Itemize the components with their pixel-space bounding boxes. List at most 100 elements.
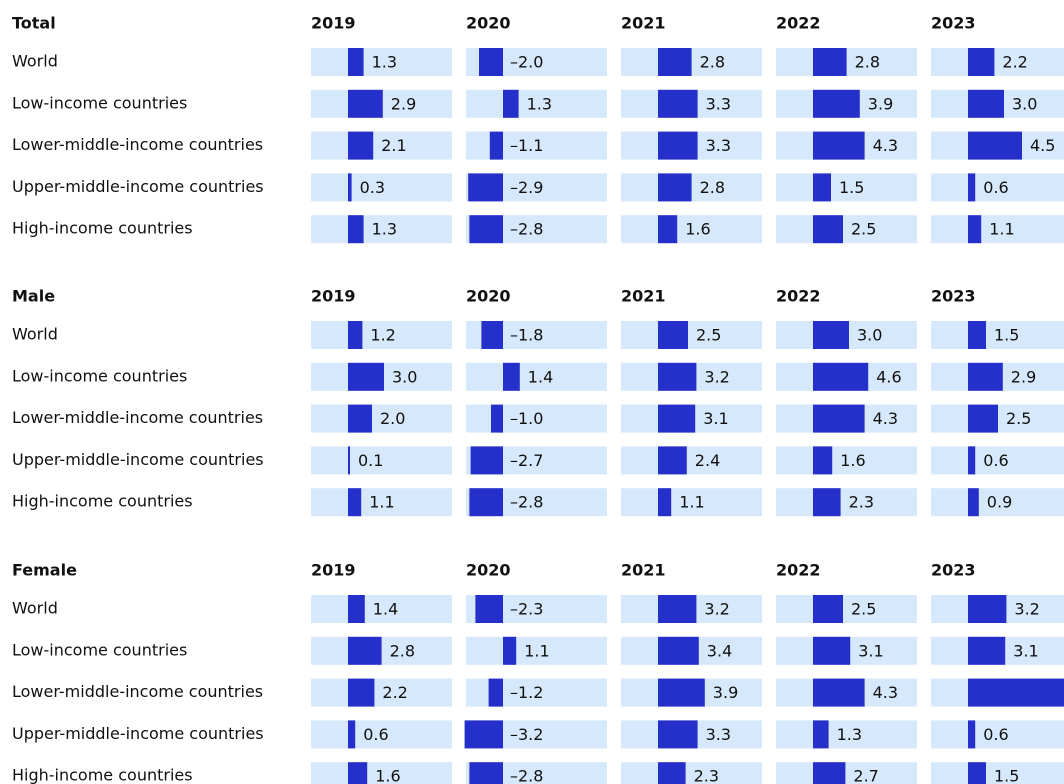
column-header: 2019 [311,287,356,306]
cell-background [311,48,452,76]
bar [658,488,672,517]
bar [658,173,692,202]
bar [348,762,368,784]
bar [658,678,705,707]
row-label: Low-income countries [12,366,187,385]
bar [468,173,503,202]
bar [348,636,382,665]
bar [813,636,851,665]
bar [658,131,698,160]
value-label: –1.8 [510,326,543,345]
row-label: World [12,52,58,71]
bar [658,595,697,623]
cell-background [931,720,1064,749]
bar [469,215,503,244]
value-label: 1.6 [840,451,865,470]
row-label: Low-income countries [12,640,187,659]
bar [503,636,517,665]
column-header: 2020 [466,561,511,580]
cell-background [931,48,1064,76]
value-label: –3.2 [510,725,543,744]
bar [348,48,364,76]
bar [813,488,841,517]
row-label: Upper-middle-income countries [12,450,264,469]
value-label: –2.8 [510,220,543,239]
cell-background [311,720,452,749]
bar [968,678,1064,707]
value-label: –1.2 [510,683,543,702]
bar [813,131,865,160]
value-label: 1.4 [528,367,553,386]
bar [813,595,843,623]
bar [968,48,995,76]
row-label: High-income countries [12,766,193,784]
cell-background [466,362,607,391]
value-label: 4.3 [873,683,898,702]
value-label: 3.1 [1013,641,1038,660]
row-label: High-income countries [12,219,193,238]
cell-background [776,595,917,623]
cell-background [776,215,917,244]
bar [481,321,503,349]
cell-background [466,636,607,665]
value-label: 1.5 [839,178,864,197]
value-label: 2.1 [381,136,406,155]
value-label: 3.1 [858,641,883,660]
value-label: 1.1 [989,220,1014,239]
value-label: 2.5 [851,220,876,239]
cell-background [931,446,1064,475]
value-label: 0.6 [983,725,1008,744]
value-label: 3.9 [868,94,893,113]
value-label: 1.5 [994,326,1019,345]
value-label: 2.5 [696,326,721,345]
bar [464,720,503,749]
bar [813,173,831,202]
cell-background [311,215,452,244]
value-label: 1.1 [524,641,549,660]
bar [813,678,865,707]
column-header: 2021 [621,14,666,33]
column-header: 2019 [311,14,356,33]
value-label: 1.3 [372,220,397,239]
cell-background [311,321,452,349]
column-header: 2023 [931,14,976,33]
cell-background [621,488,762,517]
value-label: 1.1 [369,493,394,512]
bar [475,595,503,623]
cell-background [621,321,762,349]
value-label: 1.6 [685,220,710,239]
value-label: –1.1 [510,136,543,155]
row-label: Low-income countries [12,93,187,112]
bar [968,404,998,433]
bar [488,678,503,707]
value-label: 1.1 [679,493,704,512]
value-label: 2.8 [855,53,880,72]
value-label: 2.8 [390,641,415,660]
bar [348,720,356,749]
cell-background [776,488,917,517]
value-label: 4.3 [873,136,898,155]
bar [658,362,697,391]
bar [813,404,865,433]
bar [968,595,1007,623]
value-label: 3.3 [706,725,731,744]
cell-background [466,131,607,160]
value-label: 0.6 [983,451,1008,470]
row-label: World [12,599,58,618]
bar [813,446,833,475]
value-label: 1.2 [370,326,395,345]
bar [968,321,986,349]
cell-background [776,762,917,784]
value-label: 2.9 [1011,367,1036,386]
value-label: 0.6 [363,725,388,744]
bar [658,48,692,76]
cell-background [311,678,452,707]
cell-background [931,173,1064,202]
row-label: Upper-middle-income countries [12,177,264,196]
value-label: 3.2 [704,600,729,619]
section-title: Total [12,14,56,33]
value-label: –2.8 [510,493,543,512]
row-label: Upper-middle-income countries [12,724,264,743]
